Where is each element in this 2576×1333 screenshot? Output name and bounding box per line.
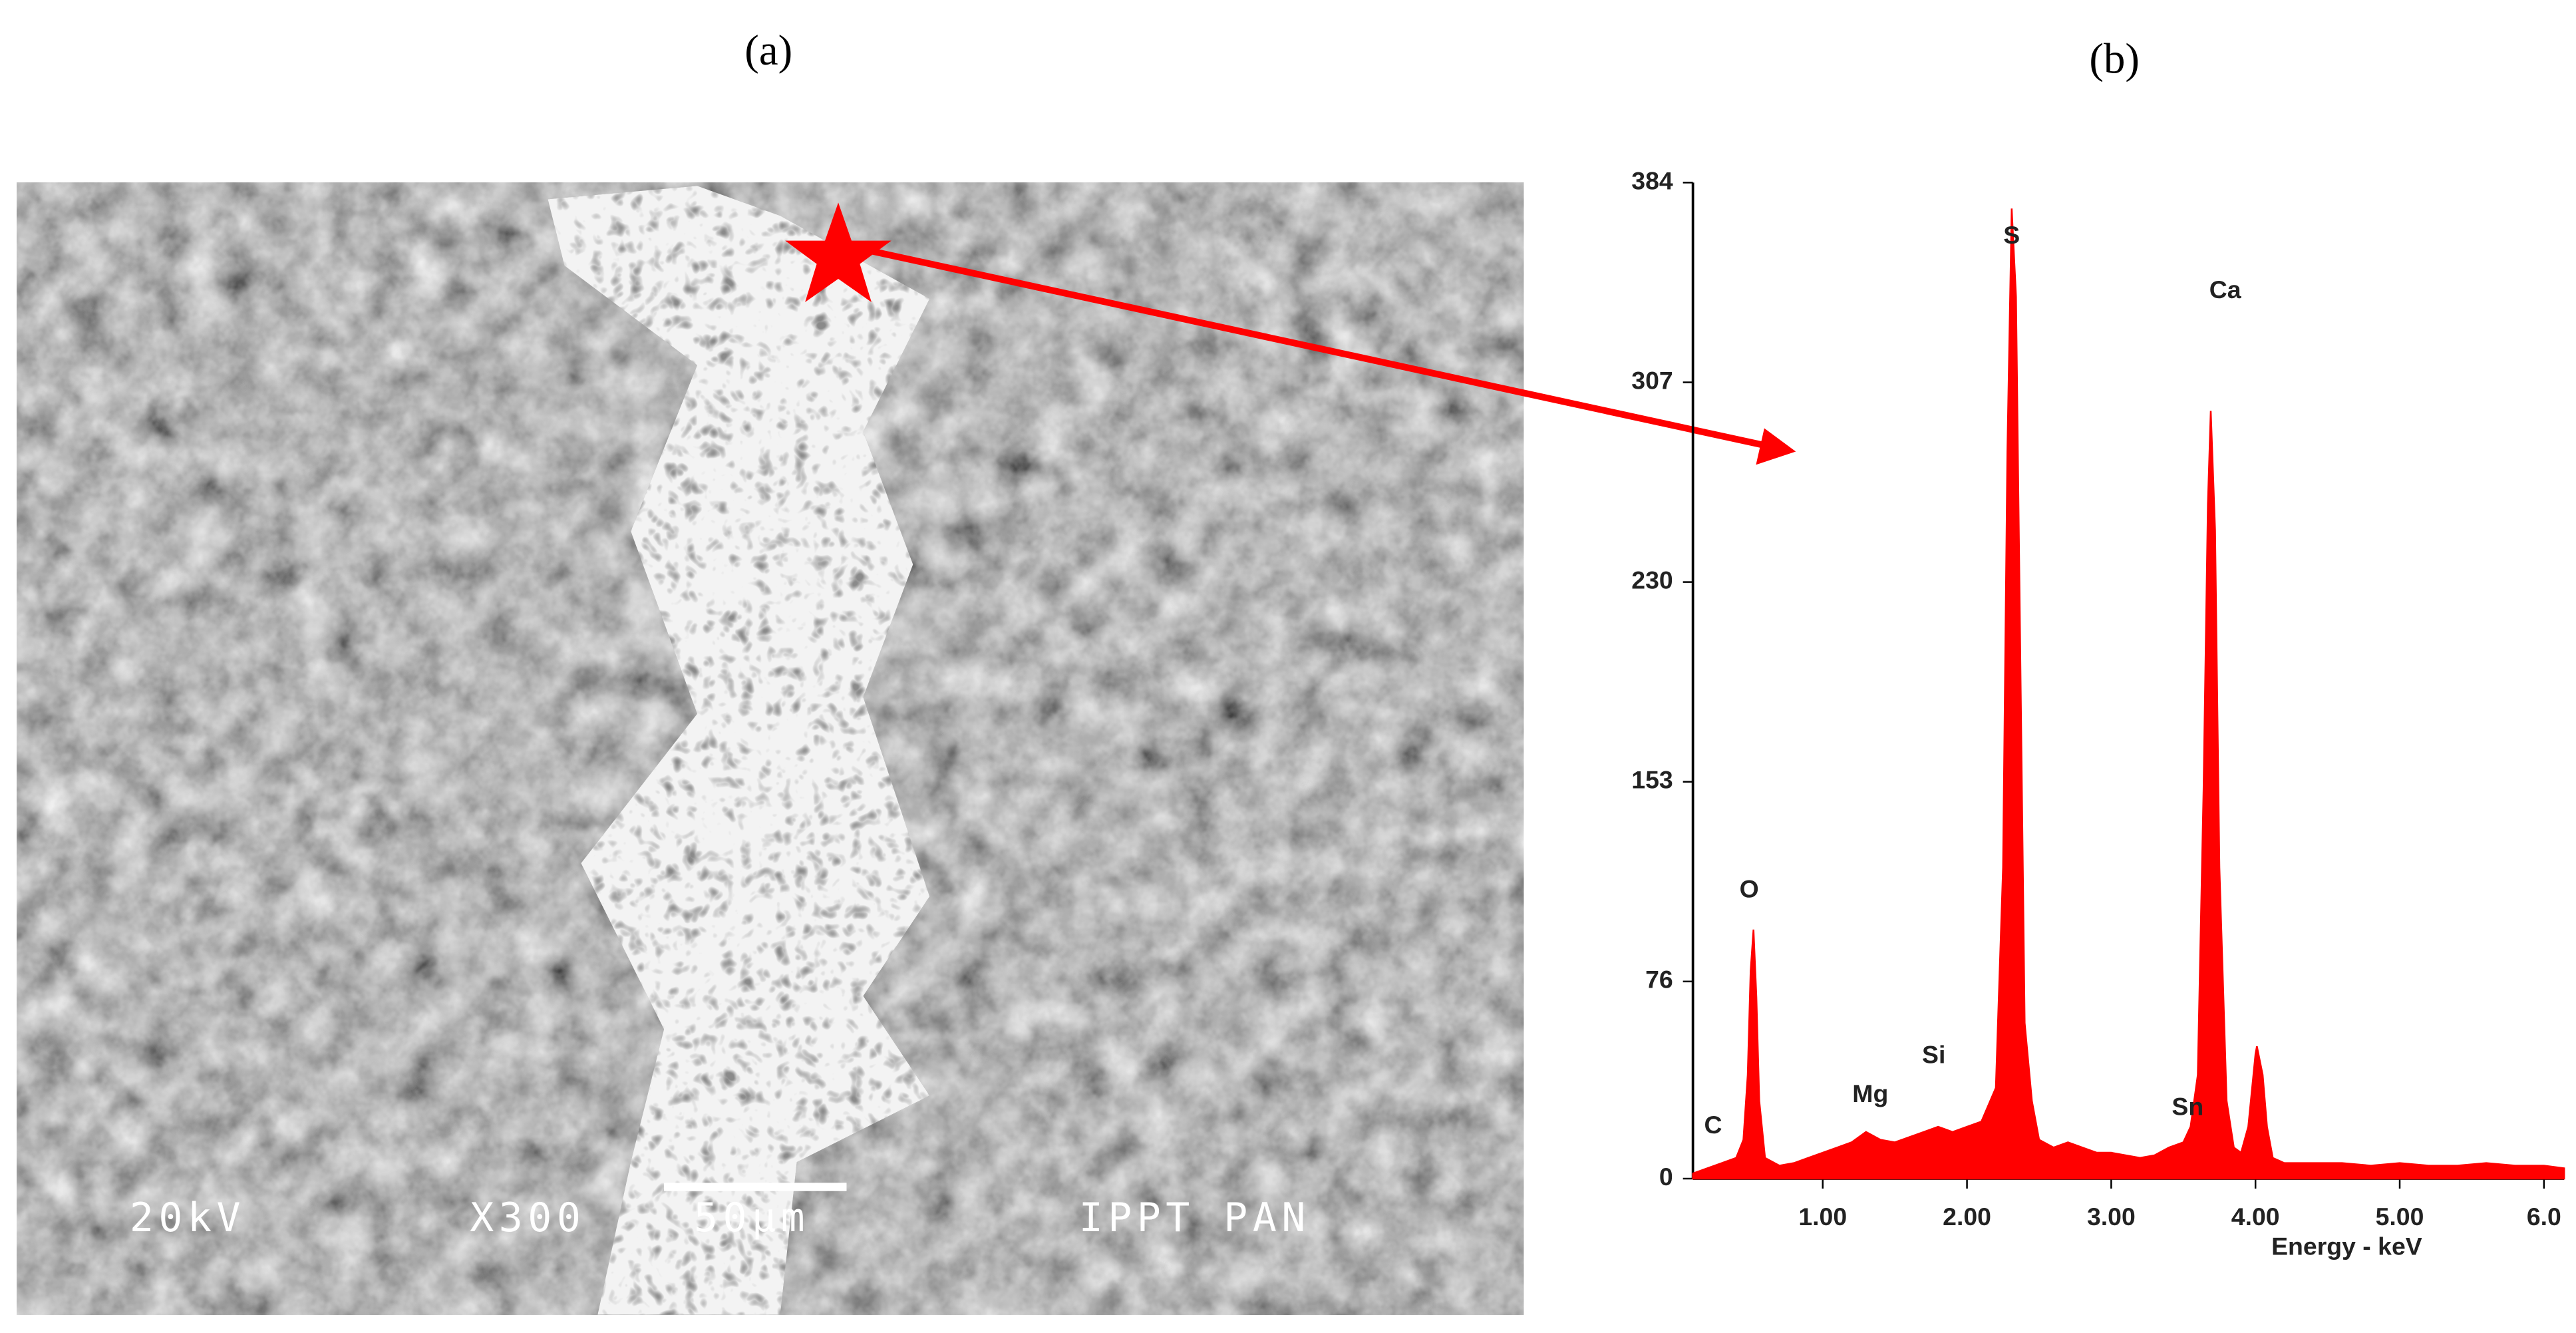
- eds-spectrum: 0 76 153 230 307 384 1.00 2.00 3.00 4.00 5.00 6.0 En…: [1631, 166, 2565, 1260]
- peak-label: Mg: [1852, 1079, 1888, 1107]
- spectrum-area: [1692, 208, 2565, 1180]
- sem-label: 50μm: [694, 1195, 810, 1241]
- arrow-line: [846, 242, 1764, 449]
- x-tick-label: 6.0: [2527, 1203, 2561, 1231]
- y-tick-label: 307: [1631, 366, 1673, 394]
- star-marker: [785, 202, 891, 302]
- sem-label: X300: [470, 1195, 585, 1241]
- y-tick-label: 76: [1645, 966, 1673, 994]
- x-tick-label: 1.00: [1798, 1203, 1847, 1231]
- y-tick-label: 230: [1631, 566, 1673, 594]
- panel-title: (a): [744, 27, 792, 75]
- x-tick-label: 3.00: [2087, 1203, 2136, 1231]
- sem-label: 20kV: [130, 1195, 245, 1241]
- peak-label: Sn: [2172, 1093, 2203, 1121]
- x-axis-label: Energy - keV: [2271, 1233, 2422, 1260]
- peak-label: O: [1740, 874, 1759, 902]
- x-tick-label: 2.00: [1943, 1203, 1991, 1231]
- peak-label: C: [1704, 1111, 1722, 1139]
- panel-title: (b): [2089, 35, 2140, 83]
- arrow-head: [1756, 428, 1796, 465]
- peak-label: S: [2003, 221, 2020, 249]
- y-tick-label: 153: [1631, 766, 1673, 794]
- sem-label: IPPT PAN: [1079, 1195, 1311, 1241]
- peak-label: Ca: [2209, 276, 2242, 303]
- sem-image: 20kV X300 50μm IPPT PAN: [17, 182, 1796, 1315]
- x-tick-label: 5.00: [2376, 1203, 2424, 1231]
- peak-label: Si: [1922, 1041, 1945, 1069]
- y-tick-label: 0: [1659, 1163, 1673, 1191]
- y-tick-label: 384: [1631, 166, 1673, 194]
- x-tick-label: 4.00: [2231, 1203, 2280, 1231]
